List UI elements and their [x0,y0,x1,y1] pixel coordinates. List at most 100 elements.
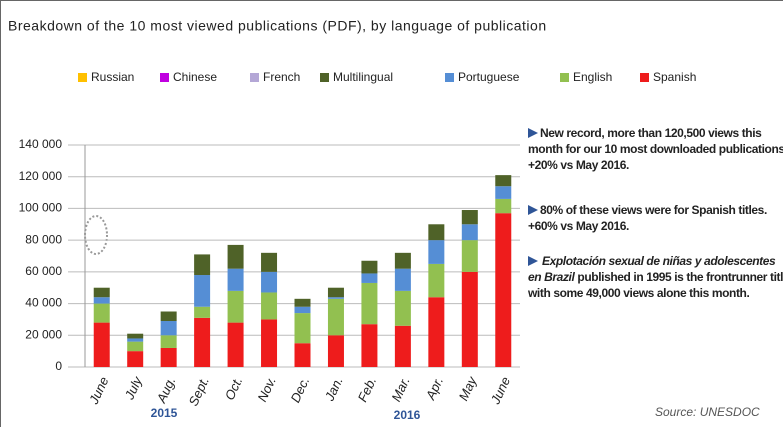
y-tick-label: 80 000 [25,232,62,246]
bar-segment [428,297,445,367]
bar-segment [461,224,478,241]
chart-title: Breakdown of the 10 most viewed publicat… [8,18,547,34]
annotation-text: +20% vs May 2016. [528,158,629,172]
legend-swatch [250,73,259,82]
bar-segment [261,252,278,272]
annotation: 80% of these views were for Spanish titl… [528,202,773,234]
legend-label: Multilingual [333,70,393,84]
legend-swatch [78,73,87,82]
bar-segment [93,322,110,367]
bar-segment [261,319,278,367]
bar-segment [394,268,411,291]
bullet [528,256,538,266]
bar-segment [194,275,211,307]
x-tick-label: Nov. [254,374,278,404]
x-tick-label: May [456,373,481,403]
bar-segment [428,224,445,241]
bar-segment [461,240,478,272]
y-tick-label: 40 000 [25,296,62,310]
bar-segment [428,263,445,298]
bar-segment [227,290,244,323]
year-label: 2016 [394,408,421,422]
legend-label: Chinese [173,70,217,84]
annotation-text: Explotación sexual de niñas y adolescent… [528,254,776,284]
source: Source: UNESDOC [655,405,760,419]
legend-swatch [560,73,569,82]
x-tick-label: Mar. [388,374,412,403]
bar-segment [93,287,110,298]
y-tick-label: 100 000 [19,201,63,215]
bar-segment [93,303,110,323]
bar-segment [93,297,110,304]
x-tick-label: Feb. [355,374,380,404]
bar-segment [327,335,344,367]
legend-label: English [573,70,612,84]
legend-label: French [263,70,300,84]
legend-label: Spanish [653,70,696,84]
y-tick-label: 140 000 [19,137,63,151]
bar-segment [160,335,177,348]
legend-label: Portuguese [458,70,520,84]
y-tick-label: 20 000 [25,327,62,341]
bar-segment [294,306,311,314]
bar-segment [294,313,311,344]
bullet [528,205,538,215]
annotation: Explotación sexual de niñas y adolescent… [528,253,783,301]
x-tick-label: July [121,373,145,403]
legend-swatch [320,73,329,82]
bar-segment [127,341,144,352]
bar-segment [294,298,311,307]
y-tick-label: 60 000 [25,264,62,278]
x-tick-label: Jan. [321,374,345,404]
x-tick-label: Apr. [422,374,446,402]
bar-segment [194,317,211,367]
bar-segment [227,244,244,269]
x-tick-label: June [86,374,112,407]
bar-segment [495,186,512,199]
y-tick-label: 0 [55,359,62,373]
bar-segment [428,240,445,264]
bar-segment [327,287,344,298]
bar-segment [361,273,378,283]
bar-segment [160,347,177,367]
bar-segment [127,351,144,367]
bar-segment [327,298,344,336]
annotation-text: 80% of these views were for Spanish titl… [528,203,767,233]
x-tick-label: Sept. [186,374,212,408]
bar-segment [194,306,211,318]
bar-segment [160,311,177,322]
bar-segment [361,260,378,274]
legend-label: Russian [91,70,134,84]
x-tick-label: Dec. [287,374,312,405]
bar-segment [361,282,378,325]
bar-segment [461,271,478,367]
legend-swatch [445,73,454,82]
bar-segment [461,210,478,225]
bar-segment [160,321,177,336]
legend-swatch [640,73,649,82]
bar-segment [261,271,278,293]
highlight-circle [84,215,108,255]
bar-segment [194,254,211,276]
bar-segment [394,325,411,367]
bar-segment [261,292,278,320]
bar-segment [294,343,311,367]
bar-segment [495,175,512,187]
bar-segment [227,322,244,367]
bar-segment [127,338,144,342]
annotation-text: published in 1995 is the frontrunner tit… [528,270,783,300]
x-tick-label: Oct. [222,374,246,402]
bar-segment [394,290,411,326]
x-tick-label: June [487,374,513,407]
bar-segment [127,333,144,339]
x-tick-label: Aug. [153,374,178,405]
bar-segment [227,268,244,291]
year-label: 2015 [151,406,178,420]
y-tick-label: 120 000 [19,169,63,183]
annotation: New record, more than 120,500 views this… [528,125,783,173]
legend-swatch [160,73,169,82]
bar-segment [495,198,512,214]
